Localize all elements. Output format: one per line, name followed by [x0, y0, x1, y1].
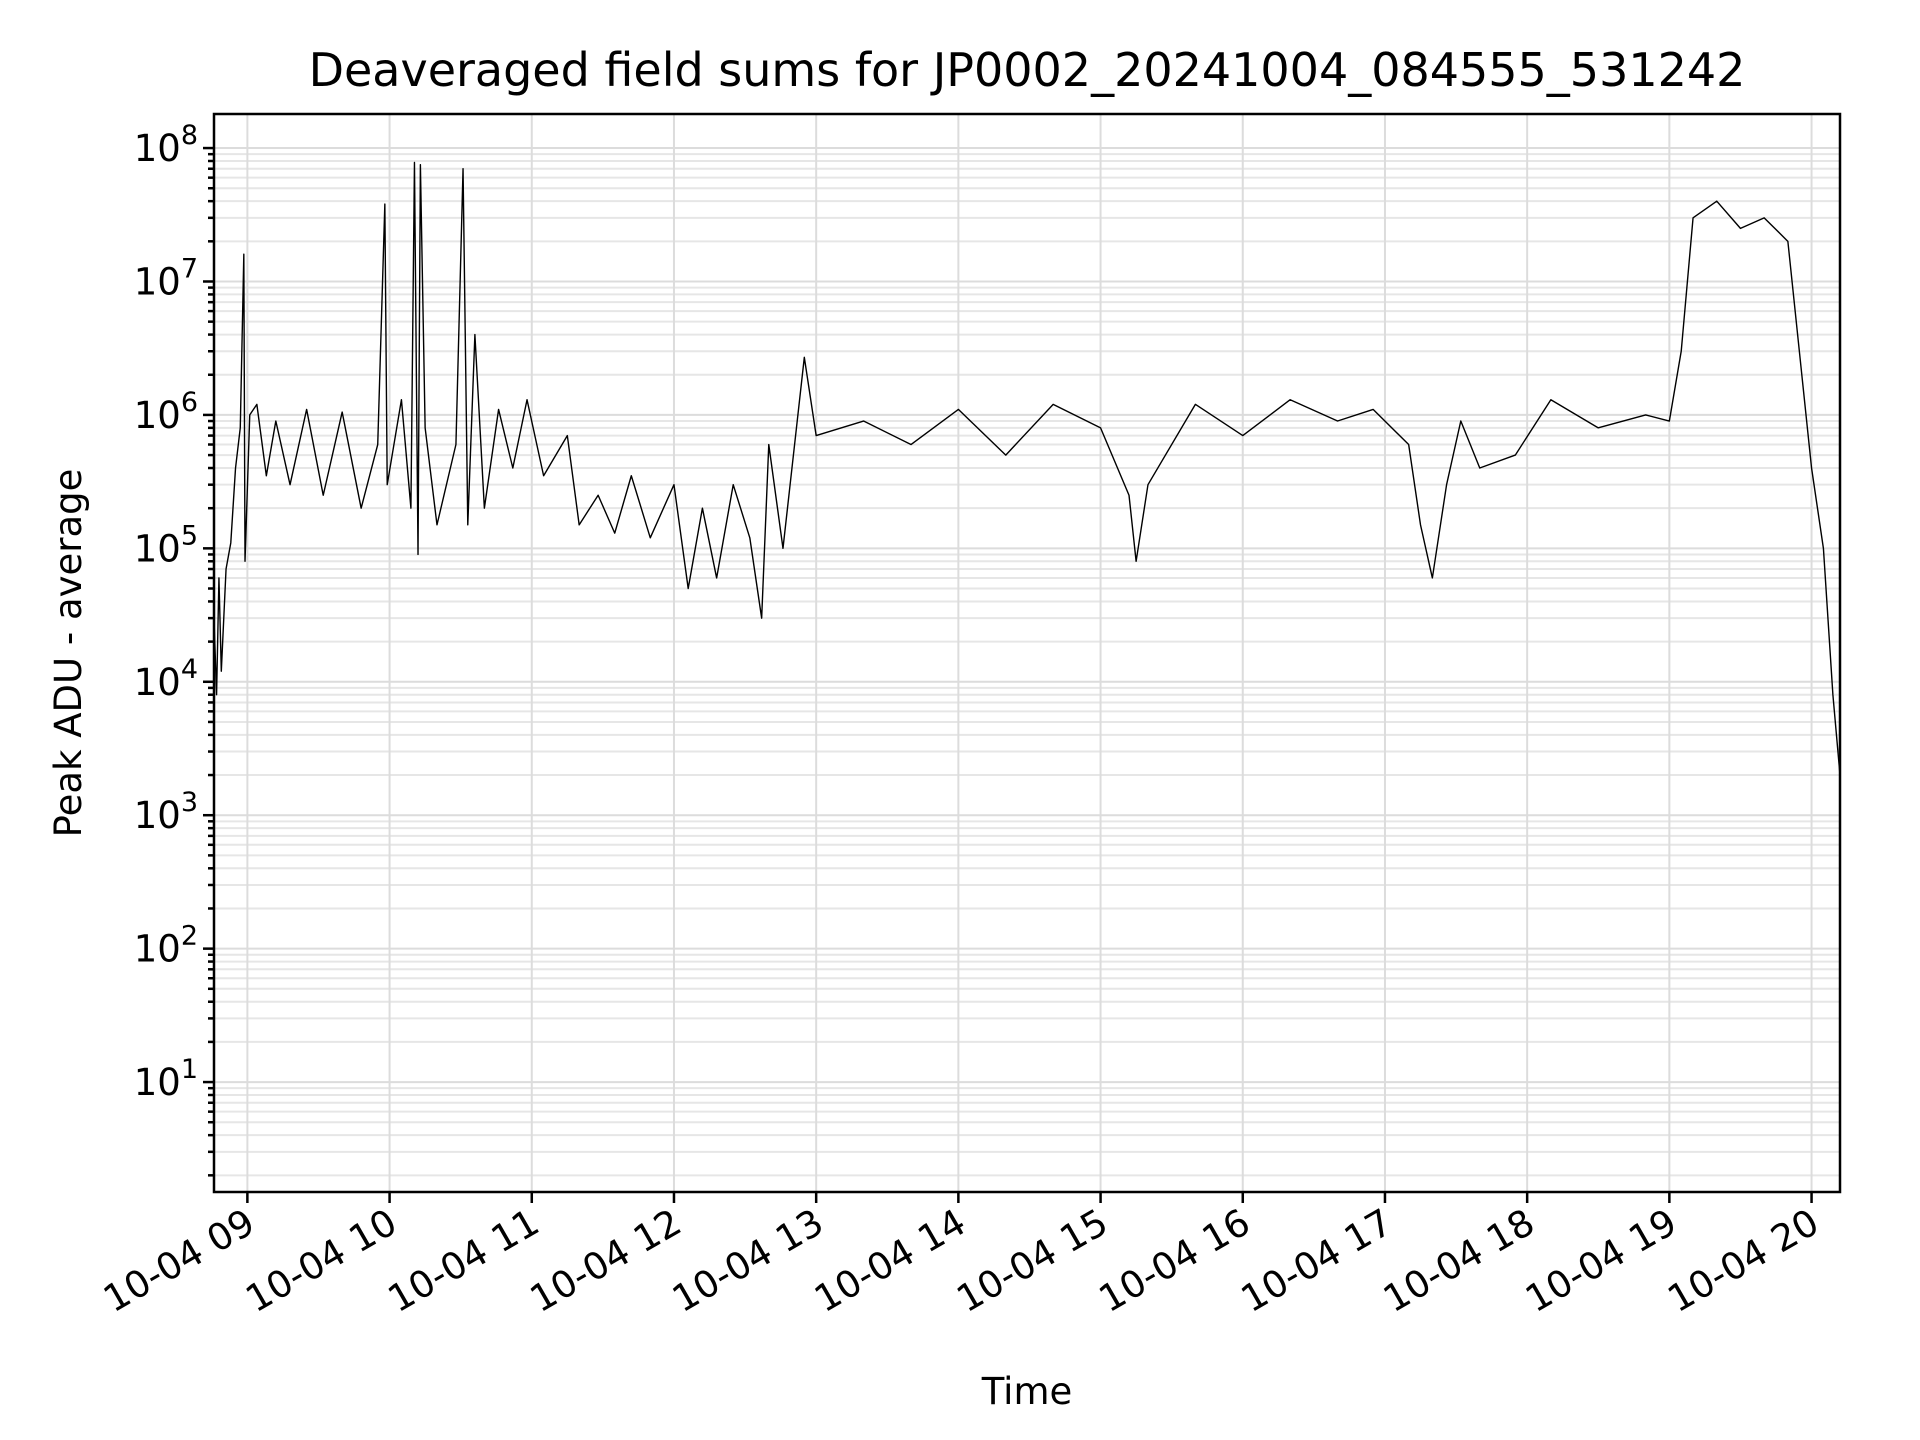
y-tick-label: 103 — [134, 787, 198, 837]
chart-title: Deaveraged field sums for JP0002_2024100… — [309, 43, 1746, 97]
y-tick-label: 106 — [134, 387, 198, 437]
y-tick-label: 102 — [134, 921, 198, 971]
y-axis-label: Peak ADU - average — [47, 469, 90, 838]
y-axis: 101 102 103 104 105 106 107 108 — [134, 120, 214, 1177]
y-tick-label: 101 — [134, 1054, 198, 1104]
y-tick-label: 105 — [134, 520, 198, 570]
y-tick-label: 107 — [134, 253, 198, 303]
series-layer — [213, 161, 1841, 776]
series-line — [213, 161, 1841, 776]
y-tick-label: 104 — [134, 654, 198, 704]
grid — [214, 114, 1840, 1192]
plot-frame — [212, 112, 1842, 1194]
x-axis-label: Time — [981, 1370, 1073, 1413]
y-tick-label: 108 — [134, 120, 198, 170]
